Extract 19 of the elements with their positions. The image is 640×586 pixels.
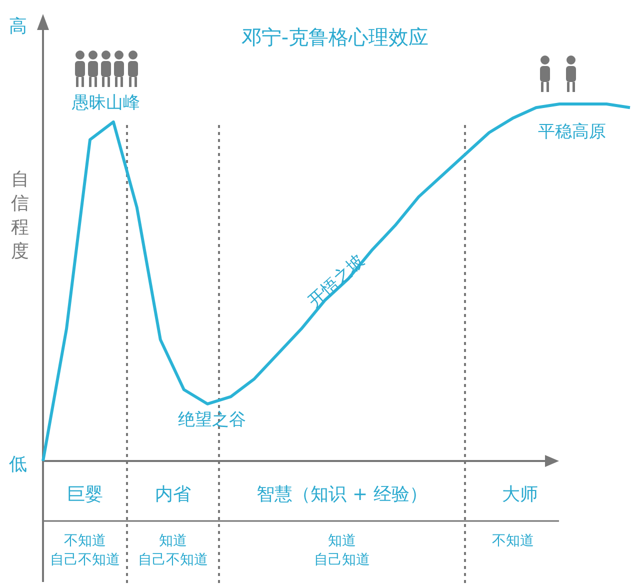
text: 知道 xyxy=(159,533,187,549)
text: 不知道 xyxy=(64,533,106,549)
text: 智慧（知识 + 经验） xyxy=(256,484,428,505)
text: 大师 xyxy=(502,484,538,505)
text: 高 xyxy=(9,16,27,37)
text: 自己知道 xyxy=(314,552,370,568)
text: 知道 xyxy=(328,533,356,549)
annotation: 愚昧山峰 xyxy=(71,93,140,113)
text: 不知道 xyxy=(492,533,534,549)
text: 巨婴 xyxy=(67,484,103,505)
text: 内省 xyxy=(155,484,191,505)
annotation: 绝望之谷 xyxy=(178,410,246,430)
text: 自己不知道 xyxy=(50,552,120,568)
annotation: 平稳高原 xyxy=(538,122,606,142)
text: 低 xyxy=(9,454,27,475)
annotation: 开悟之坡 xyxy=(304,251,369,312)
text: 自己不知道 xyxy=(138,552,208,568)
y-axis-title: 自信程度 xyxy=(11,169,29,262)
chart-title: 邓宁-克鲁格心理效应 xyxy=(241,25,429,49)
